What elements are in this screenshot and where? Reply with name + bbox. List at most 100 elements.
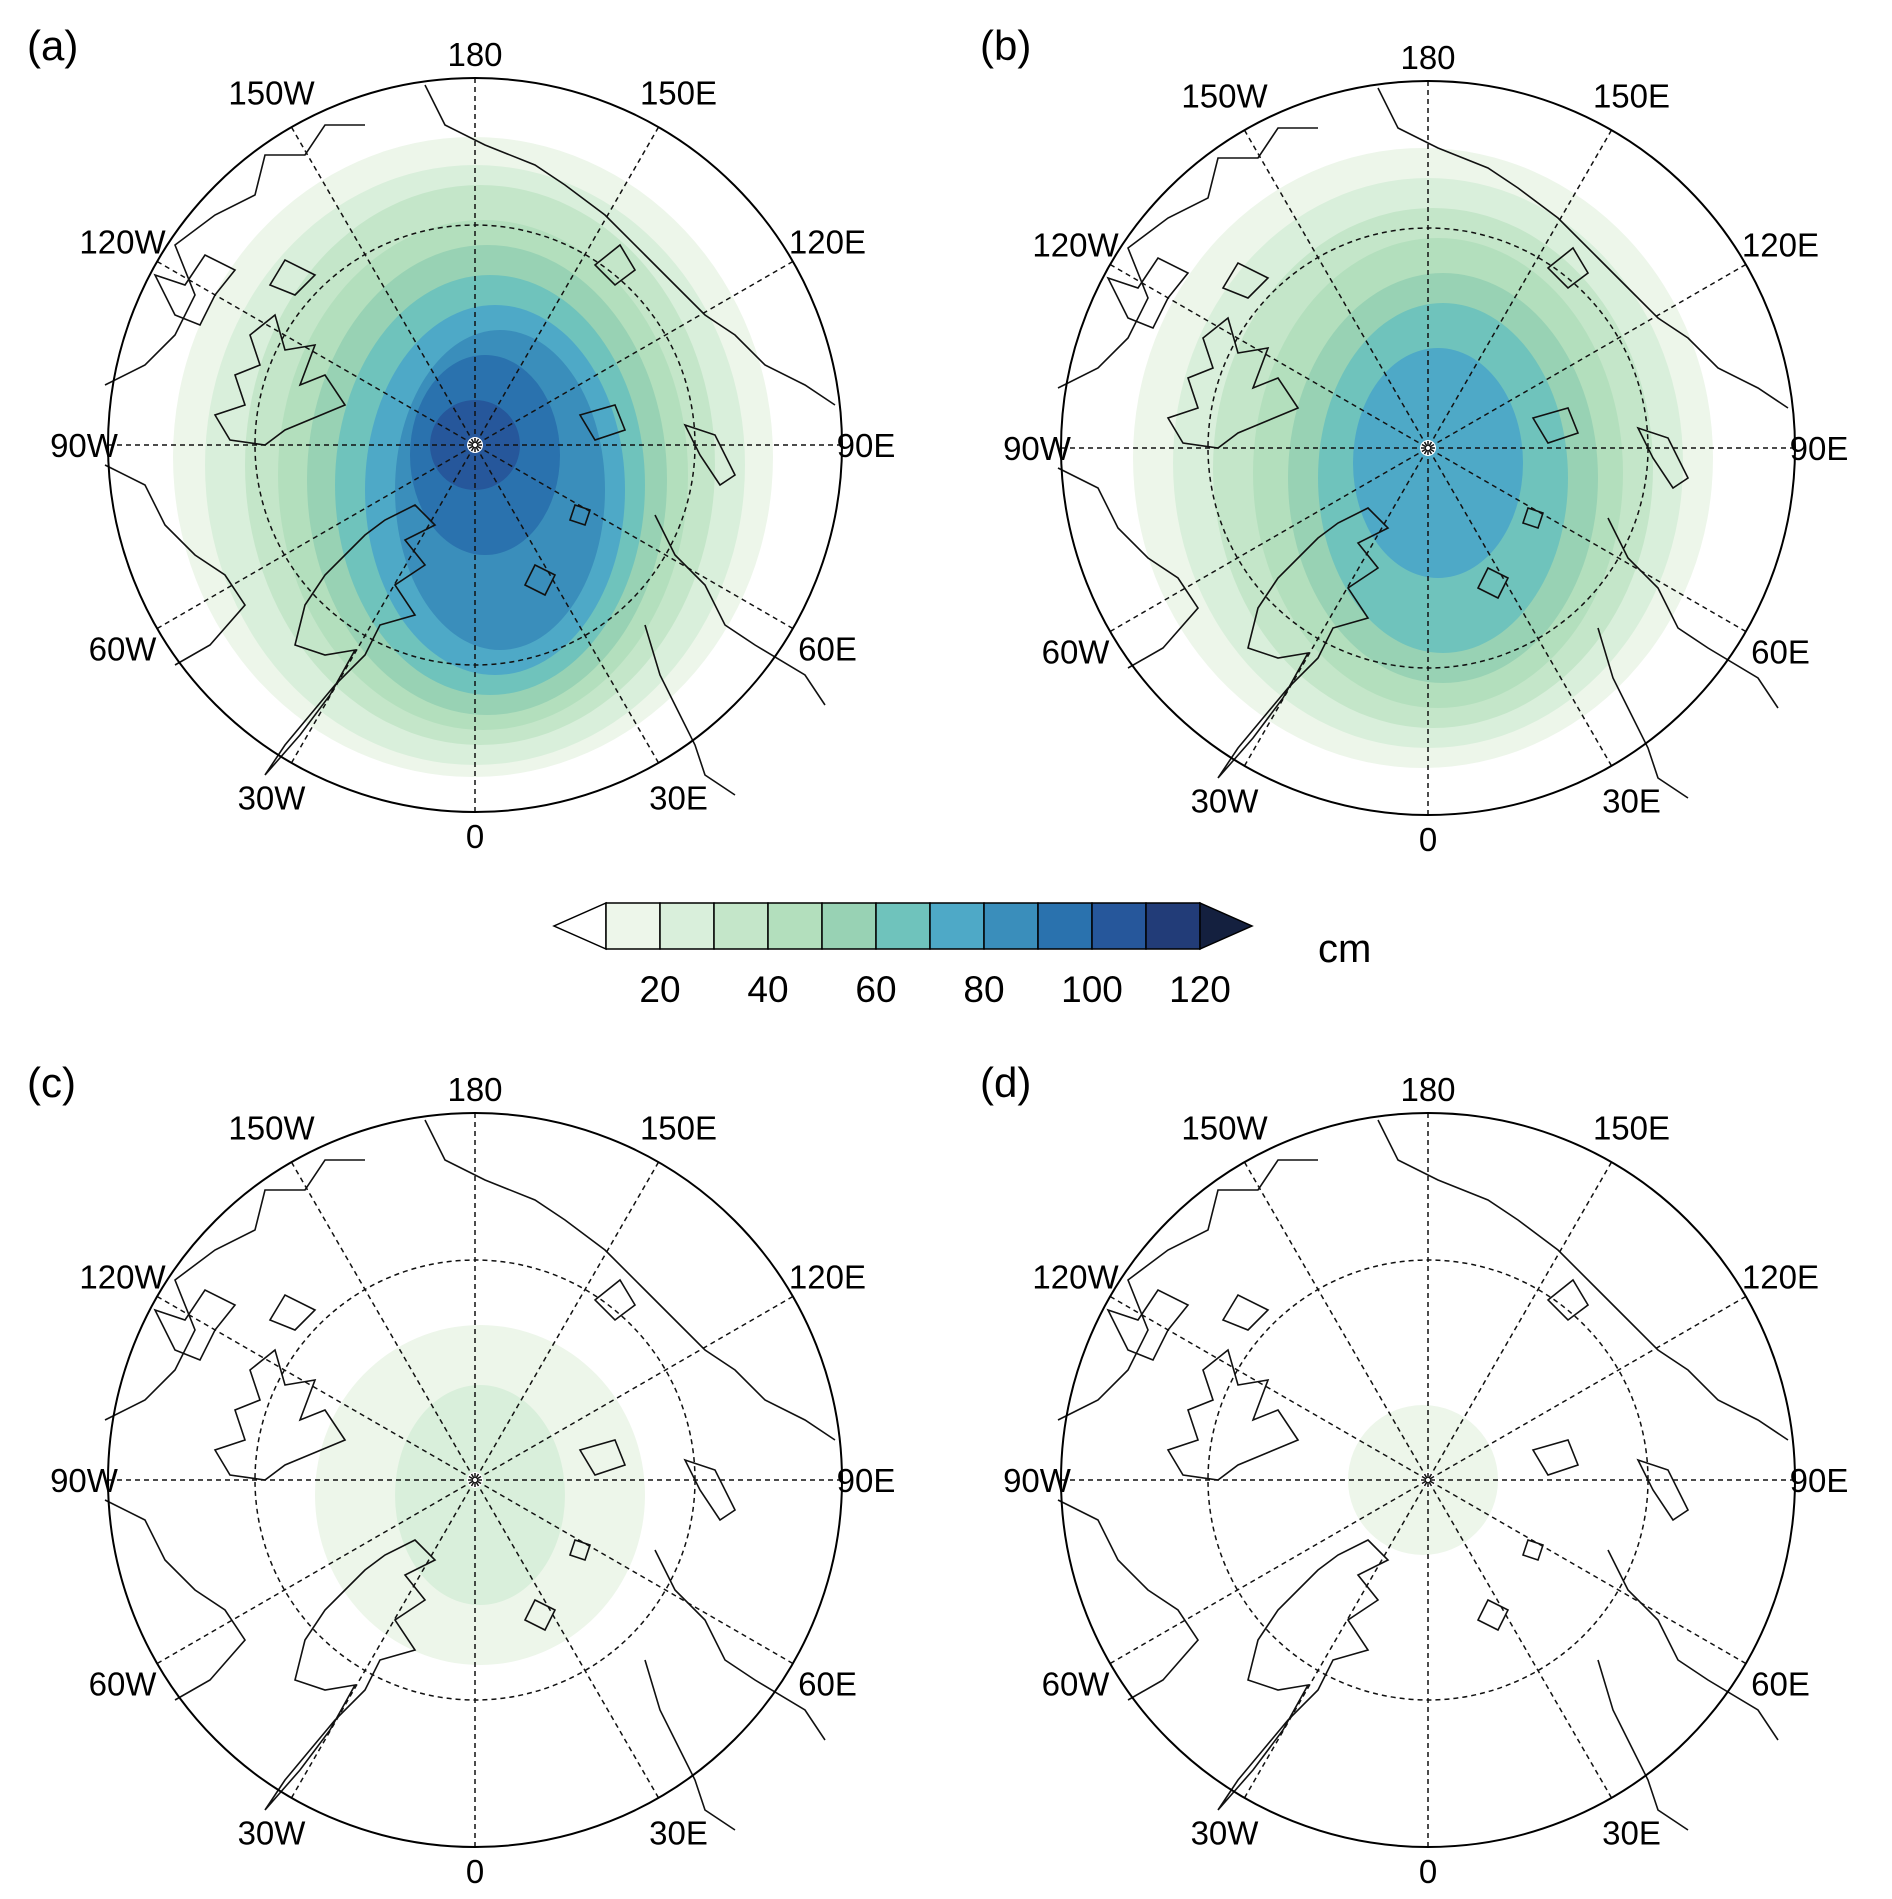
coastline-segment [1531, 1439, 1580, 1476]
coastline-segment [1636, 426, 1690, 490]
coastline-segment [578, 404, 627, 441]
map-panel-c: 180 150E 120E 90E 60E 30E 0 30W 60W 90W 120W 150W (… [27, 1059, 895, 1890]
colorbar-swatch [929, 902, 985, 950]
colorbar-swatch [983, 902, 1039, 950]
pole-marker [1420, 440, 1436, 456]
coastline-segment [578, 1439, 627, 1476]
longitude-label-right: 90E [837, 427, 896, 464]
longitude-label-right: 90E [837, 1462, 896, 1499]
longitude-label-right: 90E [1790, 430, 1849, 467]
colorbar-swatch [713, 902, 769, 950]
longitude-label-lower_left: 60W [1042, 634, 1111, 671]
coastline-segment [104, 1499, 247, 1701]
colorbar-swatch [1091, 902, 1147, 950]
coastline-segment [268, 1293, 317, 1331]
coastline-segment [268, 258, 317, 296]
coastline-segment [683, 423, 737, 487]
coastline-segment [1546, 246, 1590, 290]
contour-level-2 [395, 1385, 565, 1605]
longitude-label-upper_right: 120E [1742, 227, 1819, 264]
coastlines [104, 1119, 836, 1831]
coastline-segment [644, 1659, 736, 1831]
longitude-label-top_right: 150E [1593, 78, 1670, 115]
colorbar-tick-label: 20 [639, 969, 680, 1010]
map-panel-a: 180 150E 120E 90E 60E 30E 0 30W 60W 90W 120W 150W (… [27, 22, 895, 855]
snow-depth-field [315, 1325, 645, 1665]
map-boundary [107, 77, 843, 813]
coastline-segment [1057, 127, 1318, 389]
coastline-segment [1597, 1659, 1689, 1831]
coastline-segment [104, 464, 247, 666]
panel-label: (b) [980, 22, 1031, 69]
coastline-segment [644, 624, 736, 796]
coastline-segment [1057, 1499, 1200, 1701]
coastline-segment [1607, 1549, 1779, 1741]
coastline-segment [1166, 1348, 1300, 1481]
longitude-label-top: 180 [1400, 39, 1455, 76]
map-panel-b: 180 150E 120E 90E 60E 30E 0 30W 60W 90W 120W 150W (… [980, 22, 1848, 858]
colorbar-swatch [767, 902, 823, 950]
longitude-label-upper_right: 120E [789, 224, 866, 261]
coastline-segment [424, 1119, 836, 1441]
longitude-label-left: 90W [50, 427, 119, 464]
coastline-segment [1106, 256, 1190, 330]
coastline-segment [1521, 1538, 1545, 1562]
longitude-label-top: 180 [447, 36, 502, 73]
pole-marker [467, 437, 483, 453]
colorbar-swatch [1145, 902, 1201, 950]
longitude-label-bottom_left: 30W [1191, 1814, 1260, 1851]
longitude-label-top_left: 150W [228, 75, 315, 112]
longitude-labels: 180 150E 120E 90E 60E 30E 0 30W 60W 90W 120W 150W [50, 1071, 895, 1890]
longitude-labels: 180 150E 120E 90E 60E 30E 0 30W 60W 90W 120W 150W [1003, 1071, 1848, 1890]
longitude-label-top_right: 150E [640, 1110, 717, 1147]
coastline-segment [153, 1288, 237, 1362]
coastline-segment [654, 514, 826, 706]
coastline-segment [213, 1348, 347, 1481]
coastline-segment [1607, 517, 1779, 709]
longitude-label-top_left: 150W [1181, 78, 1268, 115]
graticule [1061, 81, 1795, 815]
longitude-label-bottom_left: 30W [238, 779, 307, 816]
longitude-label-bottom_right: 30E [649, 1814, 708, 1851]
coastline-segment [1221, 1293, 1270, 1331]
longitude-label-upper_left: 120W [79, 1259, 166, 1296]
graticule [1061, 1113, 1795, 1847]
colorbar-tick-label: 80 [963, 969, 1004, 1010]
coastline-segment [1546, 1278, 1590, 1322]
panel-label: (a) [27, 22, 78, 69]
coastline-segment [654, 1549, 826, 1741]
longitude-label-upper_right: 120E [789, 1259, 866, 1296]
map-boundary [1060, 1112, 1796, 1848]
longitude-label-bottom_right: 30E [1602, 1814, 1661, 1851]
longitude-label-upper_right: 120E [1742, 1259, 1819, 1296]
longitude-label-top_right: 150E [1593, 1110, 1670, 1147]
pole-marker [1420, 1472, 1436, 1488]
colorbar-swatch [1037, 902, 1093, 950]
longitude-label-lower_right: 60E [798, 1666, 857, 1703]
coastline-segment [1636, 1458, 1690, 1522]
coastline-segment [1521, 506, 1545, 530]
coastline-segment [104, 124, 365, 386]
longitude-label-top_left: 150W [1181, 1110, 1268, 1147]
coastline-segment [264, 1539, 437, 1811]
coastline-segment [568, 1538, 592, 1562]
panel-label: (d) [980, 1059, 1031, 1106]
longitude-label-lower_left: 60W [1042, 1666, 1111, 1703]
longitude-label-lower_right: 60E [798, 631, 857, 668]
coastline-segment [1377, 87, 1789, 409]
longitude-label-upper_left: 120W [79, 224, 166, 261]
map-panel-d: 180 150E 120E 90E 60E 30E 0 30W 60W 90W 120W 150W (… [980, 1059, 1848, 1890]
coastline-segment [683, 1458, 737, 1522]
colorbar-unit: cm [1318, 927, 1371, 971]
colorbar-tick-label: 40 [747, 969, 788, 1010]
longitude-label-bottom_right: 30E [649, 779, 708, 816]
coastline-segment [424, 84, 836, 406]
colorbar-lower-extension [552, 901, 607, 951]
colorbar-swatch [875, 902, 931, 950]
coastline-segment [1377, 1119, 1789, 1441]
longitude-label-left: 90W [1003, 1462, 1072, 1499]
longitude-label-bottom_left: 30W [238, 1814, 307, 1851]
colorbar-tick-label: 60 [855, 969, 896, 1010]
longitude-label-top: 180 [447, 1071, 502, 1108]
